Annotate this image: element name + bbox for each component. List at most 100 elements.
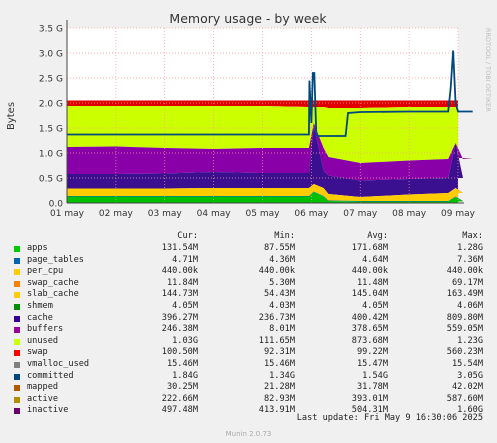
legend-value-cur: 131.54M [161,243,198,253]
legend-value-max: 559.05M [446,324,483,335]
legend-value-cur: 440.00k [161,266,198,277]
legend-value-avg: 145.04M [351,289,388,300]
x-tick-label: 04 may [197,209,232,219]
legend-swatch [14,350,20,357]
legend-value-cur: 497.48M [161,405,198,416]
legend-series-name: mapped [27,382,59,393]
generator-label: Munin 2.0.73 [225,430,272,438]
legend-swatch [14,385,20,392]
legend-series-name: slab_cache [27,289,79,300]
x-tick-label: 07 may [343,209,378,219]
legend-row: committed 1.84G 1.34G 1.54G 3.05G [0,371,497,383]
x-tick-label: 08 may [392,209,427,219]
legend-value-max: 7.36M [457,254,483,265]
legend-value-min: 440.00k [258,266,295,277]
legend-value-min: 5.30M [269,277,295,288]
legend-value-min: 92.31M [263,347,295,358]
side-label: RRDTOOL / TOBI OETIKER [484,28,492,112]
legend-series-name: swap [27,347,48,358]
legend-value-avg: 31.78M [356,382,388,393]
legend-value-max: 15.54M [451,358,483,369]
legend-row: vmalloc_used 15.46M 15.46M 15.47M 15.54M [0,359,497,371]
legend-series-name: swap_cache [27,277,79,288]
chart-title: Memory usage - by week [169,11,327,26]
legend-value-cur: 4.71M [172,254,198,265]
legend-value-cur: 1.03G [172,335,198,346]
legend-value-cur: 246.38M [161,324,198,335]
y-tick-label: 0.5 G [39,175,63,185]
y-tick-label: 2.0 G [39,100,63,110]
legend-value-min: 111.65M [258,335,295,346]
legend-series-name: committed [27,370,74,381]
legend-series-name: active [27,393,59,404]
x-tick-label: 03 may [148,209,183,219]
legend-row: slab_cache 144.73M 54.43M 145.04M 163.49M [0,289,497,301]
area-apps [67,192,473,203]
legend-value-cur: 4.05M [172,300,198,311]
legend-swatch [14,327,20,334]
legend-series-name: vmalloc_used [27,358,90,369]
legend-series-name: cache [27,312,53,323]
legend-value-max: 163.49M [446,289,483,300]
legend-swatch [14,373,20,380]
y-tick-label: 3.0 G [39,50,63,60]
legend-header-avg: Avg: [367,231,388,241]
legend-value-max: 809.80M [446,312,483,323]
x-tick-label: 05 may [246,209,281,219]
legend-value-max: 560.23M [446,347,483,358]
x-tick-label: 09 may [441,209,476,219]
legend-row: unused 1.03G 111.65M 873.68M 1.23G [0,336,497,348]
x-tick-label: 06 may [294,209,329,219]
legend-value-avg: 378.65M [351,324,388,335]
legend-series-name: per_cpu [27,266,64,277]
legend-row: apps 131.54M 87.55M 171.68M 1.28G [0,243,497,255]
legend-series-name: inactive [27,405,69,416]
legend-value-avg: 1.54G [362,370,388,381]
legend-series-name: buffers [27,324,64,335]
legend-swatch [14,303,20,310]
area-slab_cache [67,184,473,201]
legend-value-max: 1.28G [457,243,483,253]
legend-value-max: 1.23G [457,335,483,346]
legend-row: per_cpu 440.00k 440.00k 440.00k 440.00k [0,266,497,278]
legend-value-min: 21.28M [263,382,295,393]
legend-row: swap 100.50M 92.31M 99.22M 560.23M [0,347,497,359]
area-swap [67,100,473,108]
legend-value-max: 4.06M [457,300,483,311]
committed-line [67,50,473,137]
legend-swatch [14,396,20,403]
legend-value-min: 413.91M [258,405,295,416]
chart-area: Memory usage - by week Bytes RRDTOOL / T… [6,11,492,219]
legend-row: mapped 30.25M 21.28M 31.78M 42.02M [0,382,497,394]
legend-swatch [14,269,20,276]
legend-value-avg: 15.47M [356,358,388,369]
legend-series-name: apps [27,243,48,253]
legend-swatch [14,246,20,252]
area-buffers [67,123,473,181]
legend: Cur: Min: Avg: Max: apps 131.54M 87.55M 171… [0,231,497,417]
legend-value-cur: 144.73M [161,289,198,300]
legend-value-avg: 11.48M [356,277,388,288]
legend-value-min: 236.73M [258,312,295,323]
area-cache [67,125,473,197]
legend-swatch [14,361,20,368]
legend-value-min: 15.46M [263,358,295,369]
legend-swatch [14,280,20,287]
legend-row: buffers 246.38M 8.01M 378.65M 559.05M [0,324,497,336]
legend-row: cache 396.27M 236.73M 400.42M 809.80M [0,313,497,325]
legend-value-cur: 15.46M [166,358,198,369]
legend-swatch [14,408,20,415]
legend-row: page_tables 4.71M 4.36M 4.64M 7.36M [0,255,497,267]
legend-header-cur: Cur: [177,231,198,241]
legend-value-avg: 99.22M [356,347,388,358]
legend-value-avg: 400.42M [351,312,388,323]
legend-value-avg: 504.31M [351,405,388,416]
legend-swatch [14,338,20,345]
legend-swatch [14,315,20,322]
legend-value-avg: 171.68M [351,243,388,253]
legend-value-max: 42.02M [451,382,483,393]
legend-value-avg: 440.00k [351,266,388,277]
legend-series-name: shmem [27,300,53,311]
x-tick-label: 02 may [99,209,134,219]
legend-value-min: 82.93M [263,393,295,404]
